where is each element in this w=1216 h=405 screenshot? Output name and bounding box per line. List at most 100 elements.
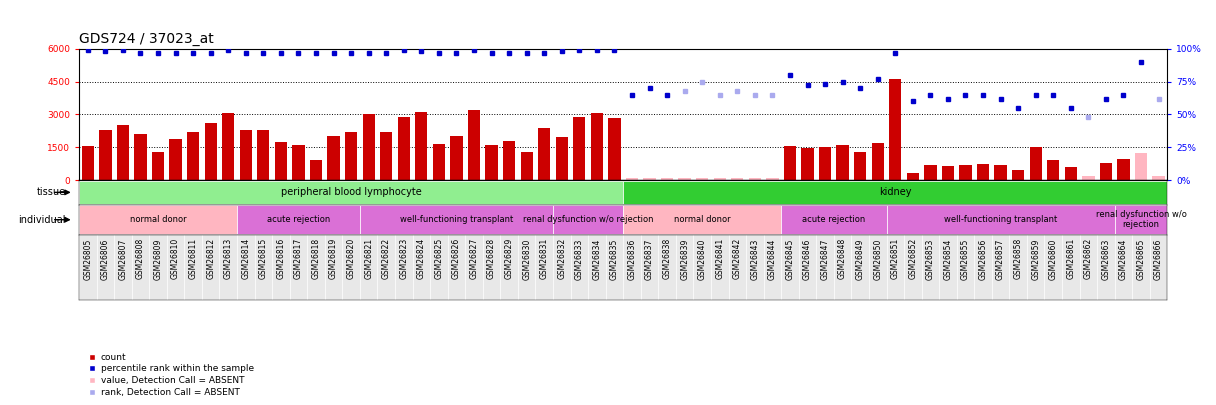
Text: GSM26832: GSM26832	[557, 238, 567, 279]
Text: GSM26856: GSM26856	[979, 238, 987, 279]
Legend: count, percentile rank within the sample, value, Detection Call = ABSENT, rank, : count, percentile rank within the sample…	[84, 349, 258, 401]
Bar	[1082, 176, 1094, 180]
Text: GSM26866: GSM26866	[1154, 238, 1162, 279]
Bar	[626, 179, 638, 180]
Bar	[556, 137, 568, 180]
Text: renal dysfunction w/o rejection: renal dysfunction w/o rejection	[523, 215, 653, 224]
Bar	[362, 115, 375, 180]
Text: GSM26815: GSM26815	[259, 238, 268, 279]
Text: GSM26805: GSM26805	[84, 238, 92, 279]
Text: well-functioning transplant: well-functioning transplant	[944, 215, 1057, 224]
Text: GSM26842: GSM26842	[733, 238, 742, 279]
Bar	[503, 141, 516, 180]
Bar	[1065, 167, 1077, 180]
Bar	[995, 165, 1007, 180]
Text: renal dysfunction w/o
rejection: renal dysfunction w/o rejection	[1096, 210, 1187, 229]
Bar	[485, 145, 497, 180]
Bar	[1153, 176, 1165, 180]
Bar	[643, 179, 655, 180]
Text: GSM26828: GSM26828	[488, 238, 496, 279]
Bar	[924, 165, 936, 180]
Bar	[1047, 160, 1059, 180]
Text: GSM26820: GSM26820	[347, 238, 355, 279]
Text: GSM26863: GSM26863	[1102, 238, 1110, 279]
Bar	[608, 118, 620, 180]
Text: GSM26812: GSM26812	[207, 238, 215, 279]
Bar	[714, 179, 726, 180]
Text: normal donor: normal donor	[674, 215, 731, 224]
Text: GSM26865: GSM26865	[1137, 238, 1145, 279]
Text: GSM26807: GSM26807	[118, 238, 128, 279]
Text: GSM26816: GSM26816	[276, 238, 286, 279]
Text: GSM26857: GSM26857	[996, 238, 1006, 279]
Bar	[345, 132, 358, 180]
Text: GSM26818: GSM26818	[311, 238, 321, 279]
Text: GSM26811: GSM26811	[188, 238, 198, 279]
Text: GSM26837: GSM26837	[644, 238, 654, 279]
Bar	[117, 126, 129, 180]
Bar	[433, 144, 445, 180]
Text: GDS724 / 37023_at: GDS724 / 37023_at	[79, 32, 214, 46]
Text: GSM26860: GSM26860	[1048, 238, 1058, 279]
Bar	[398, 117, 410, 180]
Text: GSM26810: GSM26810	[171, 238, 180, 279]
Text: tissue: tissue	[36, 188, 66, 197]
Bar	[731, 178, 743, 180]
Text: GSM26848: GSM26848	[838, 238, 848, 279]
Text: GSM26851: GSM26851	[891, 238, 900, 279]
Text: GSM26854: GSM26854	[944, 238, 952, 279]
Bar	[959, 165, 972, 180]
Text: GSM26845: GSM26845	[786, 238, 794, 279]
Bar	[1115, 205, 1167, 234]
Bar	[327, 136, 339, 180]
Text: GSM26864: GSM26864	[1119, 238, 1128, 279]
Bar	[976, 164, 989, 180]
Text: GSM26813: GSM26813	[224, 238, 232, 279]
Bar	[696, 177, 709, 180]
Text: GSM26859: GSM26859	[1031, 238, 1040, 279]
Text: GSM26862: GSM26862	[1083, 238, 1093, 279]
Text: GSM26836: GSM26836	[627, 238, 636, 279]
Text: GSM26833: GSM26833	[575, 238, 584, 279]
Bar	[100, 130, 112, 180]
Bar	[360, 205, 553, 234]
Bar	[766, 178, 778, 180]
Text: GSM26835: GSM26835	[610, 238, 619, 279]
Bar	[623, 181, 1167, 204]
Bar	[872, 143, 884, 180]
Bar	[79, 181, 623, 204]
Bar	[292, 145, 304, 180]
Text: GSM26830: GSM26830	[522, 238, 531, 279]
Bar	[591, 113, 603, 180]
Text: peripheral blood lymphocyte: peripheral blood lymphocyte	[281, 188, 422, 197]
Bar	[152, 152, 164, 180]
Text: GSM26825: GSM26825	[434, 238, 444, 279]
Bar	[240, 130, 252, 180]
Bar	[468, 110, 480, 180]
Text: GSM26855: GSM26855	[961, 238, 970, 279]
Bar	[204, 123, 216, 180]
Bar	[662, 178, 674, 180]
Text: GSM26808: GSM26808	[136, 238, 145, 279]
Bar	[781, 205, 886, 234]
Text: GSM26838: GSM26838	[663, 238, 671, 279]
Bar	[623, 205, 781, 234]
Text: GSM26823: GSM26823	[399, 238, 409, 279]
Text: well-functioning transplant: well-functioning transplant	[400, 215, 513, 224]
Text: GSM26849: GSM26849	[856, 238, 865, 279]
Text: GSM26839: GSM26839	[680, 238, 689, 279]
Bar	[1118, 160, 1130, 180]
Text: GSM26827: GSM26827	[469, 238, 478, 279]
Bar	[818, 147, 832, 180]
Text: GSM26834: GSM26834	[592, 238, 602, 279]
Bar	[1135, 153, 1147, 180]
Text: acute rejection: acute rejection	[266, 215, 330, 224]
Text: individual: individual	[18, 215, 66, 225]
Bar	[415, 112, 428, 180]
Bar	[784, 146, 796, 180]
Bar	[81, 146, 94, 180]
Bar	[942, 166, 955, 180]
Text: GSM26819: GSM26819	[330, 238, 338, 279]
Bar	[169, 139, 181, 180]
Bar	[450, 136, 462, 180]
